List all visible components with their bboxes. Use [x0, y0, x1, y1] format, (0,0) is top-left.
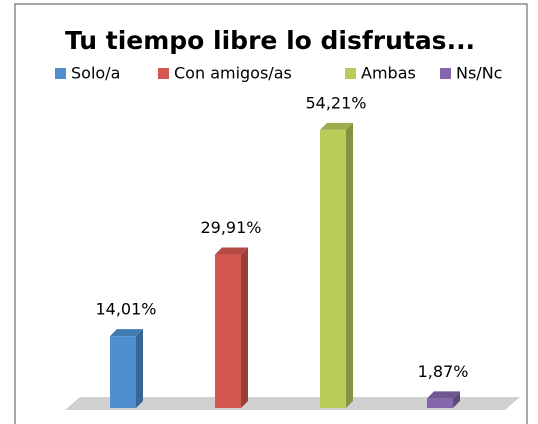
bar-top: [320, 122, 353, 130]
bar: [110, 336, 136, 408]
floor: [65, 397, 520, 410]
chart-title: Tu tiempo libre lo disfrutas...: [65, 26, 475, 55]
bar: [320, 129, 346, 408]
bar: [427, 398, 453, 408]
legend-swatch: [345, 68, 356, 79]
bar-top: [215, 247, 248, 255]
bar-top: [110, 329, 143, 337]
legend-swatch: [55, 68, 66, 79]
bar-top: [427, 391, 460, 399]
value-label: 29,91%: [200, 218, 261, 237]
value-label: 54,21%: [305, 93, 366, 112]
legend-label: Ambas: [361, 64, 416, 83]
bar: [215, 254, 241, 408]
bar-side: [453, 391, 460, 408]
legend-swatch: [158, 68, 169, 79]
legend-label: Ns/Nc: [456, 64, 502, 83]
bar-side: [241, 247, 248, 408]
legend-label: Con amigos/as: [174, 64, 292, 83]
value-label: 14,01%: [95, 300, 156, 319]
legend-label: Solo/a: [71, 64, 120, 83]
bar-side: [136, 329, 143, 408]
value-label: 1,87%: [418, 362, 469, 381]
bar-side: [346, 122, 353, 408]
legend-swatch: [440, 68, 451, 79]
